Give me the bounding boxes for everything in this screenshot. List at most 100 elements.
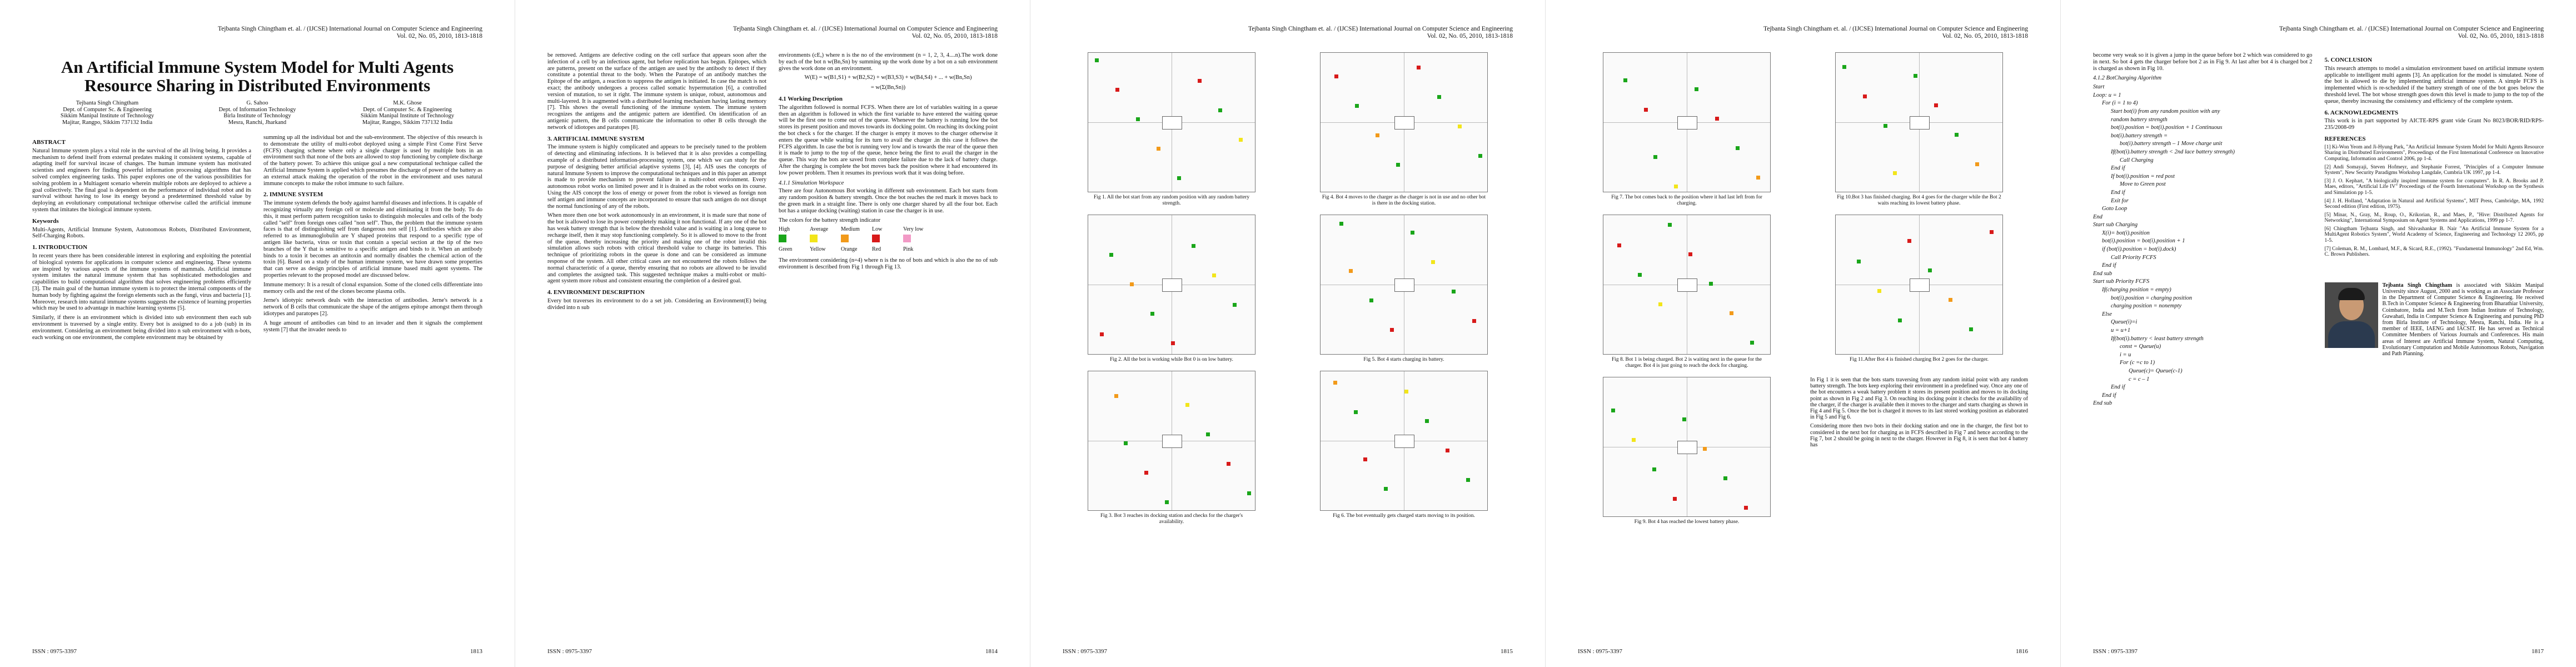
red-post-marker bbox=[1478, 154, 1482, 158]
algorithm-line: const = Queue(u) bbox=[2120, 344, 2161, 350]
red-post-marker bbox=[1703, 447, 1707, 451]
green-post-marker bbox=[1638, 273, 1642, 277]
simulation-arena bbox=[1088, 371, 1255, 511]
algorithm-line: If(bot(i).battery < least battery streng… bbox=[2111, 335, 2204, 342]
volume-line: Vol. 02, No. 05, 2010, 1813-1818 bbox=[2458, 33, 2544, 39]
green-post-marker bbox=[1124, 441, 1128, 445]
issn: ISSN : 0975-3397 bbox=[32, 648, 77, 655]
page-header: Tejbanta Singh Chingtham et. al. / (IJCS… bbox=[32, 26, 482, 40]
simulation-arena bbox=[1320, 52, 1488, 192]
simulation-arena bbox=[1088, 215, 1255, 355]
green-post-marker bbox=[1934, 103, 1938, 107]
green-post-marker bbox=[1446, 449, 1449, 452]
green-post-marker bbox=[1417, 66, 1421, 69]
green-post-marker bbox=[1709, 282, 1713, 286]
algorithm-line: Exit for bbox=[2111, 197, 2129, 204]
figure-caption: Fig 11.After Bot 4 is finished charging … bbox=[1850, 357, 1989, 362]
figure-grid: Fig 7. The bot comes back to the positio… bbox=[1578, 52, 2028, 530]
green-post-marker bbox=[1192, 244, 1195, 248]
red-post-marker bbox=[1466, 478, 1470, 482]
green-post-marker bbox=[1363, 457, 1367, 461]
equation: = w(Σ(Bn,Sn)) bbox=[870, 84, 906, 91]
legend-color-name: Green bbox=[779, 246, 793, 252]
green-post-marker bbox=[1206, 432, 1210, 436]
green-post-marker bbox=[1736, 146, 1740, 150]
paragraph: There are four Autonomous Bot working in… bbox=[779, 188, 998, 214]
author-bio: Tejbanta Singh Chingtham is associated w… bbox=[2324, 282, 2544, 357]
red-post-marker bbox=[1715, 117, 1719, 121]
figure: Fig 1. All the bot start from any random… bbox=[1063, 52, 1280, 211]
legend-intro: The colors for the battery strength indi… bbox=[779, 217, 881, 223]
paragraph: The environment considering (n=4) where … bbox=[779, 257, 998, 270]
page-footer: ISSN : 0975-3397 1816 bbox=[1578, 648, 2028, 655]
figure-caption: Fig 3. Bot 3 reaches its docking station… bbox=[1100, 513, 1243, 525]
algorithm-line: bot(i).position = bot(i).position + 1 Co… bbox=[2111, 125, 2223, 131]
algorithm-line: Goto Loop bbox=[2102, 206, 2127, 212]
red-post-marker bbox=[1744, 506, 1748, 510]
volume-line: Vol. 02, No. 05, 2010, 1813-1818 bbox=[1942, 33, 2028, 39]
simulation-arena bbox=[1088, 52, 1255, 192]
green-post-marker bbox=[1949, 298, 1952, 302]
legend-label: Medium bbox=[841, 226, 860, 233]
algorithm-line: End if bbox=[2111, 384, 2125, 391]
author-dept: Dept. of Information Technology bbox=[218, 106, 296, 113]
legend-label: High bbox=[779, 226, 790, 233]
page-5: Tejbanta Singh Chingtham et. al. / (IJCS… bbox=[2061, 0, 2576, 667]
charger-dock bbox=[1162, 435, 1182, 448]
figure: Fig 5. Bot 4 starts charging its battery… bbox=[1295, 215, 1513, 367]
issn: ISSN : 0975-3397 bbox=[1578, 648, 1623, 655]
charger-dock bbox=[1677, 116, 1697, 130]
simulation-arena bbox=[1320, 371, 1488, 511]
legend-color-name: Yellow bbox=[810, 246, 826, 252]
algorithm-line: Loop: u = 1 bbox=[2093, 92, 2121, 98]
algorithm-line: If(charging position = empty) bbox=[2102, 287, 2171, 293]
legend-label: Average bbox=[810, 226, 829, 233]
issn: ISSN : 0975-3397 bbox=[547, 648, 592, 655]
page-1: Tejbanta Singh Chingtham et. al. / (IJCS… bbox=[0, 0, 515, 667]
green-post-marker bbox=[1975, 162, 1979, 166]
author-photo bbox=[2324, 282, 2378, 348]
red-post-marker bbox=[1425, 419, 1429, 423]
red-post-marker bbox=[1339, 222, 1343, 226]
charger-dock bbox=[1394, 116, 1414, 130]
algorithm-listing: Start Loop: u = 1 For (i = 1 to 4) Start bo… bbox=[2093, 83, 2313, 408]
charger-dock bbox=[1677, 278, 1697, 292]
algorithm-line: Queue(i)=i bbox=[2111, 319, 2137, 326]
green-post-marker bbox=[1863, 94, 1867, 98]
algorithm-line: random battery strength bbox=[2111, 116, 2168, 123]
algorithm-line: For (i = 1 to 4) bbox=[2102, 100, 2138, 107]
charger-dock bbox=[1162, 278, 1182, 292]
red-post-marker bbox=[1411, 231, 1414, 235]
red-post-marker bbox=[1354, 410, 1358, 414]
figure-caption: Fig 2. All the bot is working while Bot … bbox=[1110, 357, 1233, 362]
red-post-marker bbox=[1617, 243, 1621, 247]
figure-caption: Fig 10.Bot 3 has finished charging. Bot … bbox=[1837, 195, 2001, 206]
figure-caption: Fig 8. Bot 1 is being charged. Bot 2 is … bbox=[1611, 357, 1762, 369]
red-post-marker bbox=[1898, 318, 1902, 322]
green-post-marker bbox=[1349, 269, 1353, 273]
paragraph: Similarly, if there is an environment wh… bbox=[32, 315, 251, 341]
red-post-marker bbox=[1674, 185, 1678, 188]
journal-header: Tejbanta Singh Chingtham et. al. / (IJCS… bbox=[1248, 26, 1513, 32]
red-post-marker bbox=[1171, 341, 1175, 345]
page-number: 1814 bbox=[985, 648, 998, 655]
green-post-marker bbox=[1218, 108, 1222, 112]
page-number: 1817 bbox=[2532, 648, 2544, 655]
author-2: G. Sahoo Dept. of Information Technology… bbox=[182, 100, 332, 126]
paragraph: The immune system is highly complicated … bbox=[547, 144, 766, 210]
green-swatch bbox=[779, 235, 786, 243]
green-post-marker bbox=[1333, 381, 1337, 385]
green-post-marker bbox=[1404, 390, 1408, 394]
text-column: In Fig 1 it is seen that the bots starts… bbox=[1810, 377, 2028, 530]
algorithm-line: If bot(i).position = red post bbox=[2111, 173, 2175, 180]
page-header: Tejbanta Singh Chingtham et. al. / (IJCS… bbox=[547, 26, 998, 40]
algorithm-line: bot(i).battery strength = bbox=[2111, 132, 2168, 139]
red-post-marker bbox=[1157, 147, 1160, 151]
legend-swatches bbox=[779, 235, 998, 245]
green-post-marker bbox=[1611, 409, 1615, 412]
bio-name: Tejbanta Singh Chingtham bbox=[2382, 282, 2453, 288]
algorithm-line: End if bbox=[2102, 392, 2116, 399]
subsection-heading: 4.1.1 Simulation Workspace bbox=[779, 180, 844, 186]
figure-grid: Fig 1. All the bot start from any random… bbox=[1063, 52, 1513, 530]
paragraph: Jerne's idiotypic network deals with the… bbox=[263, 297, 482, 317]
